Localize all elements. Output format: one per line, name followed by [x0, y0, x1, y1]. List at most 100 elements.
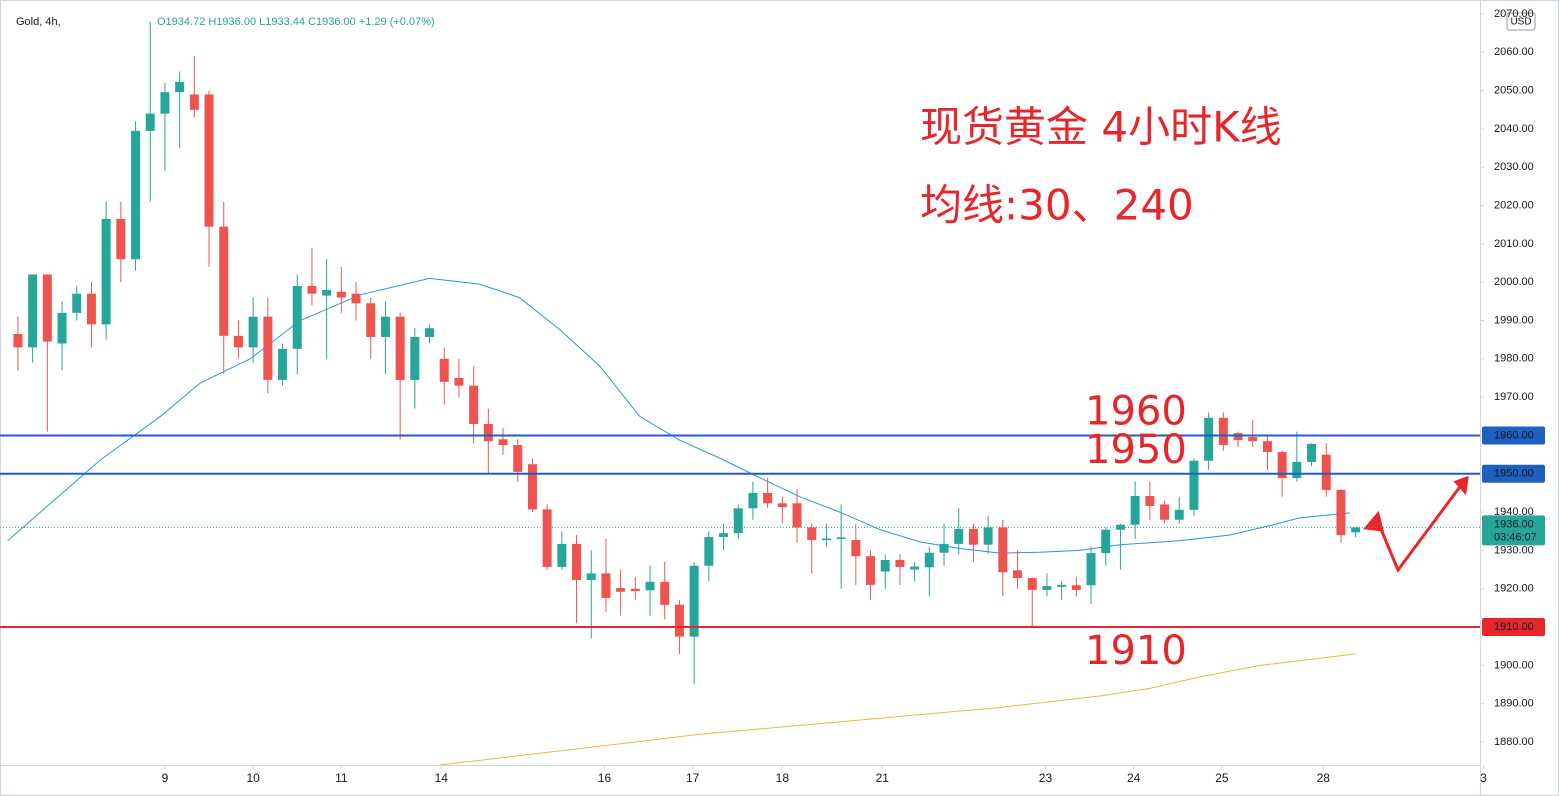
y-tick-label: 1920.00	[1494, 583, 1534, 595]
candle-body	[645, 581, 655, 591]
currency: USD	[1510, 17, 1531, 28]
candle-body	[704, 537, 714, 566]
candle-body	[1262, 441, 1272, 452]
x-tick-label: 18	[776, 771, 790, 785]
candle-body	[880, 560, 890, 572]
candle-body	[954, 528, 964, 544]
candle-body	[454, 377, 464, 386]
symbol: Gold, 4h,	[16, 16, 61, 28]
y-tick-label: 2020.00	[1494, 199, 1534, 211]
level-annotation: 1960	[1085, 388, 1187, 434]
candle-body	[763, 492, 773, 504]
candle-body	[1321, 454, 1331, 490]
candle-body	[86, 293, 96, 325]
candle-body	[307, 286, 317, 294]
arrows	[1363, 475, 1469, 574]
candle-body	[278, 348, 288, 380]
candle-body	[1027, 578, 1037, 590]
candle-body	[336, 291, 346, 298]
candle-body	[1086, 553, 1096, 586]
candle-body	[175, 81, 185, 93]
candle-body	[924, 552, 934, 568]
candle-body	[160, 92, 170, 114]
candle-body	[586, 573, 596, 580]
candle-body	[204, 94, 214, 227]
annotation-subtitle: 均线:30、240	[920, 181, 1194, 230]
candle-body	[910, 566, 920, 570]
y-tick-label: 1940.00	[1494, 506, 1534, 518]
candle-body	[263, 316, 273, 380]
x-tick-label: 16	[598, 771, 612, 785]
candle-body	[866, 556, 876, 585]
candle-body	[395, 316, 405, 380]
x-tick-label: 23	[1039, 771, 1053, 785]
candle-body	[366, 303, 376, 337]
level-price-box	[1482, 618, 1545, 637]
x-tick-label: 28	[1317, 771, 1331, 785]
candle-body	[72, 293, 82, 313]
candle-body	[1101, 529, 1111, 554]
candle-body	[1071, 585, 1081, 590]
y-tick-label: 1980.00	[1494, 353, 1534, 365]
x-tick-label: 3	[1480, 771, 1487, 785]
candle-body	[1115, 524, 1125, 530]
candle-body	[131, 130, 141, 260]
candle-body	[1174, 509, 1184, 520]
candle-body	[513, 445, 523, 472]
candle-body	[1145, 496, 1155, 506]
level-annotation: 1950	[1085, 427, 1187, 473]
candle-body	[101, 218, 111, 325]
arrow-head	[1363, 510, 1384, 532]
x-tick-label: 25	[1215, 771, 1229, 785]
level-price-label: 1910.00	[1494, 621, 1534, 633]
plot	[0, 21, 1480, 765]
moving-average	[439, 653, 1356, 765]
candle-body	[1292, 461, 1302, 479]
candle-body	[1204, 417, 1214, 461]
candle-body	[498, 439, 508, 446]
candle-body	[145, 113, 155, 131]
candle-body	[630, 588, 640, 592]
x-tick-label: 24	[1127, 771, 1141, 785]
candle-body	[42, 274, 52, 342]
candle-body	[527, 464, 537, 510]
candle-body	[410, 336, 420, 380]
candle-body	[939, 543, 949, 553]
x-tick-label: 14	[435, 771, 449, 785]
candle-body	[1218, 417, 1228, 446]
candle-body	[733, 508, 743, 534]
candle-body	[674, 604, 684, 637]
candle-body	[189, 94, 199, 110]
candle-body	[851, 540, 861, 557]
y-tick-label: 1970.00	[1494, 391, 1534, 403]
candle-body	[895, 560, 905, 567]
candle-body	[439, 358, 449, 382]
candle-body	[616, 587, 626, 592]
candle-body	[1160, 504, 1170, 520]
y-tick-label: 1990.00	[1494, 314, 1534, 326]
x-tick-label: 10	[246, 771, 260, 785]
candle-body	[968, 528, 978, 545]
ohlc-legend: O1934.72 H1936.00 L1933.44 C1936.00 +1.2…	[157, 16, 435, 28]
last-price-box	[1482, 515, 1545, 546]
arrow-head	[1453, 475, 1469, 496]
y-tick-label: 2010.00	[1494, 238, 1534, 250]
candle-body	[807, 527, 817, 541]
y-tick-label: 1900.00	[1494, 659, 1534, 671]
last-price-countdown: 03:46:07	[1494, 531, 1537, 543]
x-tick-label: 21	[876, 771, 890, 785]
level-price-box	[1482, 464, 1545, 483]
x-tick-label: 9	[162, 771, 169, 785]
candle-body	[998, 527, 1008, 573]
y-tick-label: 2040.00	[1494, 123, 1534, 135]
level-annotation: 1910	[1085, 628, 1187, 674]
candle-body	[28, 274, 38, 348]
y-tick-label: 1880.00	[1494, 736, 1534, 748]
y-tick-label: 1930.00	[1494, 544, 1534, 556]
candle-body	[821, 538, 831, 541]
candle-body	[660, 581, 670, 605]
candle-body	[777, 503, 787, 508]
candle-body	[380, 316, 390, 337]
candle-body	[1307, 443, 1317, 462]
